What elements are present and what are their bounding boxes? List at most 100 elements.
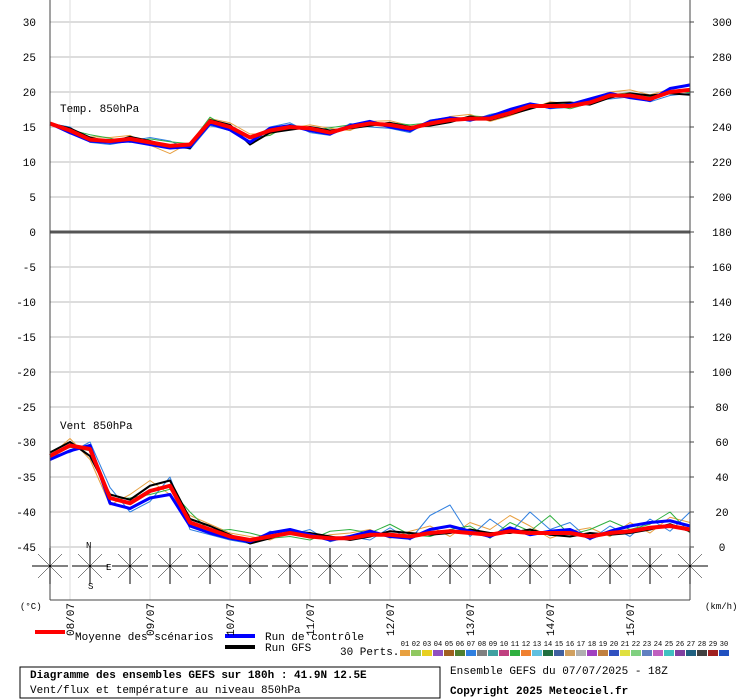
x-tick-label: 12/07 xyxy=(386,603,398,636)
perturbation-label: 21 xyxy=(621,641,629,649)
rose-n: N xyxy=(86,541,91,551)
perturbation-swatch xyxy=(708,650,718,656)
y2-tick-label: 300 xyxy=(712,18,732,30)
rose-axis xyxy=(477,553,503,579)
perturbation-label: 29 xyxy=(709,641,717,649)
perturbation-label: 06 xyxy=(456,641,464,649)
x-tick-label: 13/07 xyxy=(466,603,478,636)
y-tick-label: -20 xyxy=(16,368,36,380)
wind-label: Vent 850hPa xyxy=(60,421,133,433)
perturbation-label: 17 xyxy=(577,641,585,649)
rose-s: S xyxy=(88,582,93,592)
rose-axis xyxy=(277,553,303,579)
rose-axis xyxy=(37,553,63,579)
perturbation-label: 01 xyxy=(401,641,409,649)
y2-tick-label: 180 xyxy=(712,228,732,240)
perturbation-label: 26 xyxy=(676,641,684,649)
perturbation-swatch xyxy=(422,650,432,656)
y2-tick-label: 260 xyxy=(712,88,732,100)
perturbation-swatch xyxy=(488,650,498,656)
y-tick-label: 25 xyxy=(23,53,36,65)
y-tick-label: -35 xyxy=(16,473,36,485)
perturbation-swatch xyxy=(521,650,531,656)
perturbation-wind-line xyxy=(49,438,691,541)
footer-subtitle: Vent/flux et température au niveau 850hP… xyxy=(30,685,301,697)
footer-run: Ensemble GEFS du 07/07/2025 - 18Z xyxy=(450,666,668,678)
y2-tick-label: 80 xyxy=(715,403,728,415)
perturbation-swatch xyxy=(477,650,487,656)
y-tick-label: 30 xyxy=(23,18,36,30)
y2-tick-label: 100 xyxy=(712,368,732,380)
perturbation-swatch xyxy=(543,650,553,656)
y-unit: (°C) xyxy=(20,602,42,612)
x-tick-label: 10/07 xyxy=(226,603,238,636)
footer-box xyxy=(19,666,441,699)
perturbation-swatch xyxy=(631,650,641,656)
y-tick-label: 10 xyxy=(23,158,36,170)
perturbation-swatch xyxy=(499,650,509,656)
x-tick-label: 09/07 xyxy=(146,603,158,636)
rose-axis xyxy=(397,553,423,579)
perturbation-swatch xyxy=(510,650,520,656)
perturbations-label: 30 Perts. xyxy=(340,647,399,659)
perturbation-label: 13 xyxy=(533,641,541,649)
y-tick-label: -10 xyxy=(16,298,36,310)
perturbation-label: 03 xyxy=(423,641,431,649)
y2-tick-label: 0 xyxy=(719,543,726,555)
temp-label: Temp. 850hPa xyxy=(60,104,140,116)
wind-line xyxy=(49,443,691,542)
y2-tick-label: 280 xyxy=(712,53,732,65)
x-tick-label: 14/07 xyxy=(546,603,558,636)
legend-label: Run GFS xyxy=(265,643,312,655)
perturbation-swatch xyxy=(565,650,575,656)
perturbation-label: 22 xyxy=(632,641,640,649)
perturbation-label: 15 xyxy=(555,641,563,649)
perturbation-swatch xyxy=(411,650,421,656)
perturbation-swatch xyxy=(598,650,608,656)
perturbation-swatch xyxy=(433,650,443,656)
rose-axis xyxy=(117,553,143,579)
perturbation-swatch xyxy=(653,650,663,656)
perturbation-swatch xyxy=(719,650,729,656)
perturbation-label: 24 xyxy=(654,641,662,649)
y2-unit: (km/h) xyxy=(705,602,737,612)
perturbation-label: 05 xyxy=(445,641,453,649)
plot-area xyxy=(50,0,690,600)
y2-tick-label: 140 xyxy=(712,298,732,310)
perturbation-swatch xyxy=(686,650,696,656)
y-tick-label: 20 xyxy=(23,88,36,100)
perturbation-label: 23 xyxy=(643,641,651,649)
perturbation-swatch xyxy=(466,650,476,656)
rose-axis xyxy=(317,553,343,579)
perturbation-label: 16 xyxy=(566,641,574,649)
rose-axis xyxy=(437,553,463,579)
perturbation-label: 11 xyxy=(511,641,519,649)
perturbation-swatch xyxy=(400,650,410,656)
y-tick-label: -25 xyxy=(16,403,36,415)
perturbation-label: 10 xyxy=(500,641,508,649)
perturbation-label: 19 xyxy=(599,641,607,649)
y-tick-label: -15 xyxy=(16,333,36,345)
perturbation-swatch xyxy=(675,650,685,656)
perturbation-swatch xyxy=(620,650,630,656)
perturbation-swatch xyxy=(532,650,542,656)
perturbation-swatch xyxy=(554,650,564,656)
rose-e: E xyxy=(106,563,111,573)
y-tick-label: 0 xyxy=(29,228,36,240)
legend-label: Run de contrôle xyxy=(265,632,364,644)
rose-axis xyxy=(357,553,383,579)
y-tick-label: 15 xyxy=(23,123,36,135)
rose-axis xyxy=(237,553,263,579)
x-tick-label: 11/07 xyxy=(306,603,318,636)
perturbation-swatch xyxy=(576,650,586,656)
perturbation-swatch xyxy=(587,650,597,656)
y-tick-label: -40 xyxy=(16,508,36,520)
perturbation-swatch xyxy=(609,650,619,656)
perturbation-label: 08 xyxy=(478,641,486,649)
y2-tick-label: 20 xyxy=(715,508,728,520)
perturbation-label: 27 xyxy=(687,641,695,649)
y-tick-label: -30 xyxy=(16,438,36,450)
legend-label: Moyenne des scénarios xyxy=(75,632,214,644)
rose-axis xyxy=(197,553,223,579)
